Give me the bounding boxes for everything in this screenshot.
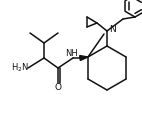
- Text: O: O: [55, 83, 61, 91]
- Polygon shape: [80, 56, 88, 61]
- Text: N: N: [109, 26, 116, 34]
- Text: H$_2$N: H$_2$N: [11, 62, 29, 74]
- Text: NH: NH: [66, 48, 78, 58]
